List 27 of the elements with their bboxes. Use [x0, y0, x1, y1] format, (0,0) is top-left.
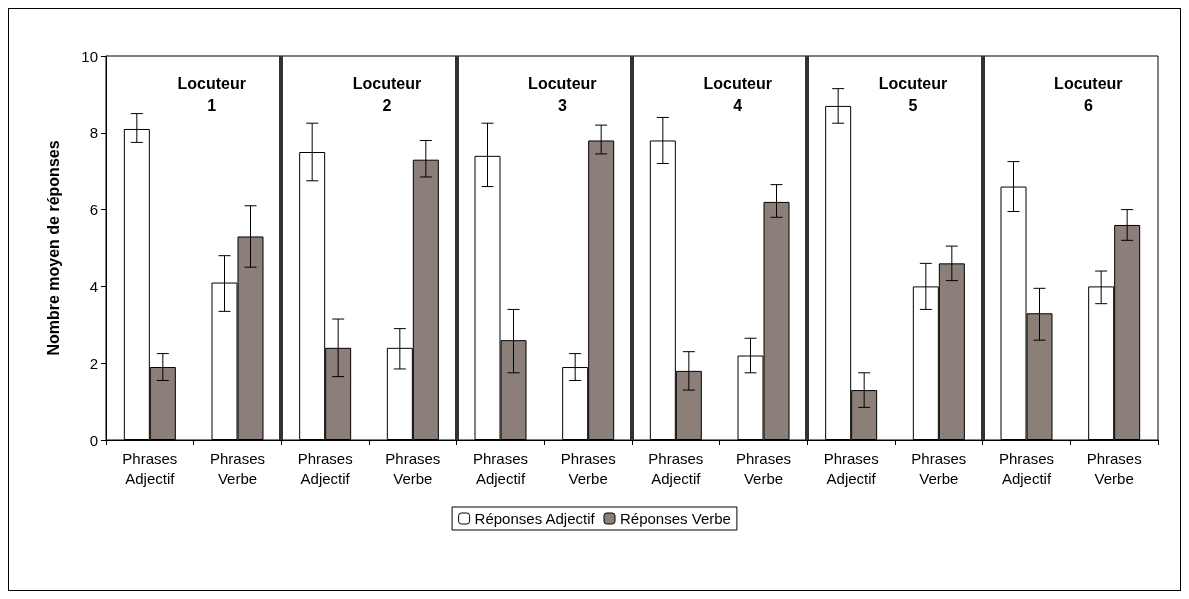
- x-tick-label: Phrases Verbe: [560, 449, 616, 487]
- x-tick-label: Phrases Verbe: [735, 449, 792, 487]
- x-tick-label: Phrases Adjectif: [648, 449, 704, 487]
- legend-label: Réponses Adjectif: [474, 510, 596, 527]
- x-tick-label: Phrases Adjectif: [823, 449, 879, 487]
- x-tick-label: Phrases Verbe: [1086, 449, 1142, 487]
- x-tick-label: Phrases Verbe: [209, 449, 266, 487]
- y-tick-label: 2: [89, 354, 98, 372]
- x-tick-label: Phrases Verbe: [911, 449, 967, 487]
- annotation: Locuteur 3: [528, 74, 597, 114]
- y-tick-label: 8: [89, 124, 98, 142]
- x-tick-label: Phrases Adjectif: [472, 449, 529, 487]
- annotation: Locuteur 5: [878, 74, 948, 114]
- y-axis-title: Nombre moyen de réponses: [44, 140, 62, 356]
- annotation: Locuteur 4: [703, 74, 772, 114]
- y-tick-label: 0: [89, 431, 98, 449]
- annotation: Locuteur 6: [1054, 74, 1123, 114]
- y-tick-label: 4: [89, 277, 98, 295]
- y-tick-label: 10: [81, 47, 98, 65]
- y-tick-label: 6: [89, 201, 98, 219]
- x-tick-label: Phrases Adjectif: [998, 449, 1055, 487]
- x-tick-label: Phrases Adjectif: [122, 449, 178, 487]
- x-tick-label: Phrases Verbe: [385, 449, 441, 487]
- x-tick-label: Phrases Adjectif: [297, 449, 353, 487]
- legend-label: Réponses Verbe: [620, 510, 731, 527]
- annotation: Locuteur 2: [352, 74, 422, 114]
- annotation: Locuteur 1: [177, 74, 246, 114]
